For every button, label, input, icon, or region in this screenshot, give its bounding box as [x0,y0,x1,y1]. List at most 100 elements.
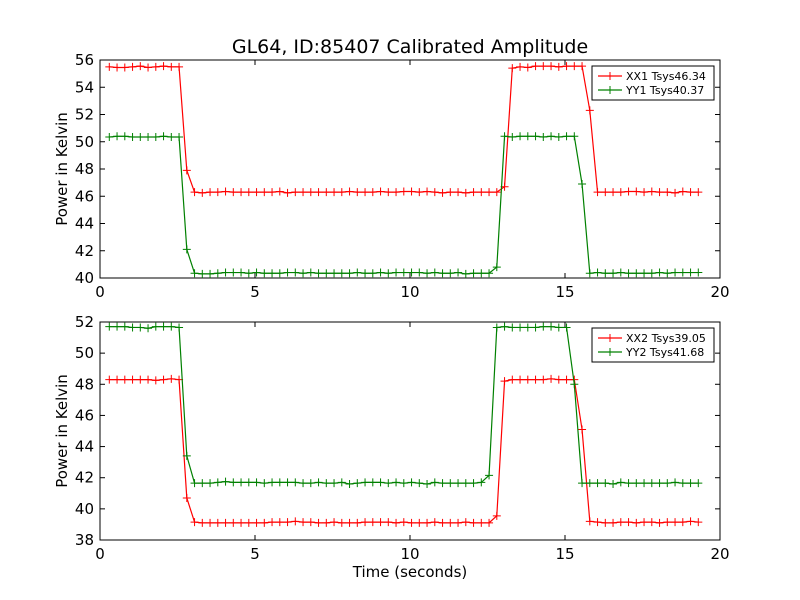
data-point-marker [260,479,269,488]
top-subplot: 0 5 10 15 20 40 42 44 46 48 50 52 54 56 Power in Kelvi… [53,51,730,301]
y-axis-label: Power in Kelvin [53,374,71,488]
data-point-marker [500,322,509,331]
data-point-marker [306,479,315,488]
data-point-marker [268,269,277,278]
legend-box [591,65,715,101]
data-point-marker [438,269,447,278]
data-point-marker [182,493,191,502]
data-point-marker [213,478,222,487]
data-point-marker [213,188,222,197]
data-point-marker [430,268,439,277]
data-point-marker [423,479,432,488]
data-point-marker [485,269,494,278]
data-point-marker [136,132,145,141]
data-point-marker [523,323,532,332]
data-point-marker [384,269,393,278]
data-point-marker [492,323,501,332]
data-point-marker [128,132,137,141]
x-tick-label: 10 [400,545,419,563]
data-point-marker [492,263,501,272]
data-point-marker [128,62,137,71]
data-point-marker [640,269,649,278]
data-point-marker [678,268,687,277]
data-point-marker [516,375,525,384]
data-point-marker [446,269,455,278]
data-point-marker [198,269,207,278]
data-point-marker [283,268,292,277]
data-point-marker [601,269,610,278]
data-point-marker [640,479,649,488]
data-point-marker [601,188,610,197]
data-point-marker [368,518,377,527]
data-point-marker [461,479,470,488]
data-point-marker [686,479,695,488]
data-point-marker [438,188,447,197]
x-tick-label: 20 [710,283,729,301]
data-point-marker [113,63,122,72]
data-point-marker [531,62,540,71]
data-point-marker [516,132,525,141]
data-point-marker [330,479,339,488]
data-point-marker [554,132,563,141]
data-point-marker [144,324,153,333]
data-point-marker [291,478,300,487]
data-point-marker [314,188,323,197]
data-point-marker [120,63,129,72]
data-point-marker [399,187,408,196]
data-point-marker [252,268,261,277]
data-point-marker [632,479,641,488]
x-axis-label: Time (seconds) [352,563,468,581]
data-point-marker [244,269,253,278]
data-point-marker [423,518,432,527]
y-tick-label: 46 [75,187,94,205]
data-point-marker [430,518,439,527]
data-point-marker [655,479,664,488]
data-point-marker [376,518,385,527]
data-point-marker [105,62,114,71]
data-point-marker [353,268,362,277]
data-point-marker [136,375,145,384]
data-point-marker [508,375,517,384]
y-tick-label: 40 [75,500,94,518]
data-point-marker [570,62,579,71]
x-tick-label: 0 [95,283,105,301]
data-point-marker [314,269,323,278]
data-point-marker [167,132,176,141]
data-point-marker [585,479,594,488]
data-point-marker [167,62,176,71]
data-point-marker [640,518,649,527]
y-axis-label: Power in Kelvin [53,112,71,226]
data-point-marker [624,518,633,527]
legend-entry-label: XX1 Tsys46.34 [626,70,706,83]
data-point-marker [237,478,246,487]
data-point-marker [198,479,207,488]
legend-swatch-marker [606,334,614,342]
data-point-marker [322,269,331,278]
data-point-marker [624,187,633,196]
data-point-marker [229,188,238,197]
data-point-marker [694,479,703,488]
data-point-marker [345,479,354,488]
data-point-marker [330,269,339,278]
data-point-marker [306,518,315,527]
data-point-marker [120,132,129,141]
data-point-marker [469,188,478,197]
y-tick-label: 44 [75,438,94,456]
data-point-marker [570,380,579,389]
data-point-marker [105,132,114,141]
data-point-marker [399,518,408,527]
data-point-marker [368,188,377,197]
data-point-marker [182,166,191,175]
data-point-marker [159,375,168,384]
data-point-marker [686,188,695,197]
data-point-marker [291,268,300,277]
y-tick-label: 48 [75,160,94,178]
data-point-marker [206,269,215,278]
data-point-marker [547,132,556,141]
data-point-marker [407,187,416,196]
x-tick-label: 20 [710,545,729,563]
bottom-subplot: 0 5 10 15 20 38 40 42 44 46 48 50 52 Power in Kelvin T… [53,313,730,581]
data-point-marker [175,62,184,71]
x-tick-label: 15 [555,283,574,301]
data-point-marker [275,269,284,278]
